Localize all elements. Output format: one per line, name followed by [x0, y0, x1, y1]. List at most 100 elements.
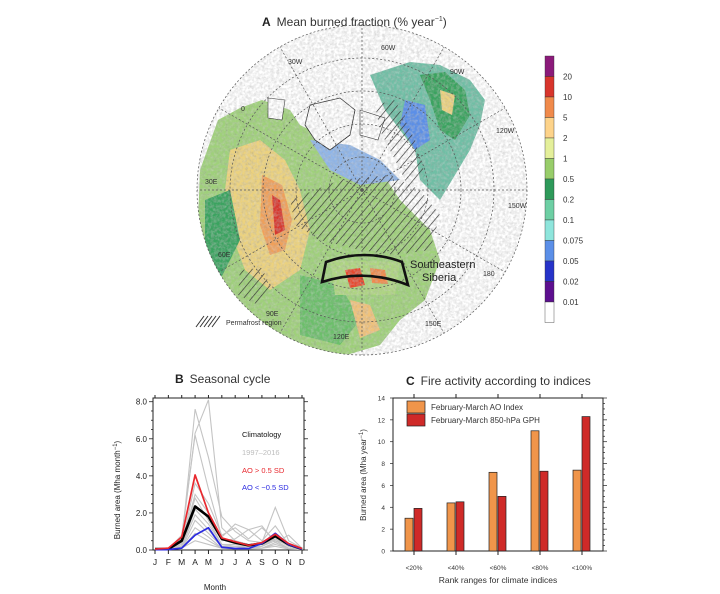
y-tick-label: 8	[381, 461, 385, 468]
lon-label-60e: 60E	[218, 252, 231, 259]
colorbar-swatch	[544, 199, 555, 221]
permafrost-legend-swatch	[195, 315, 221, 328]
y-tick-label: 2	[381, 527, 385, 534]
colorbar-label: 0.01	[563, 298, 579, 307]
bar-gph	[539, 470, 549, 552]
permafrost-hatch-tibet	[238, 268, 272, 305]
chart-c-ylabel-text: Burned area (Mha year	[359, 438, 368, 521]
colorbar-label: 10	[563, 93, 572, 102]
chart-c-legend: February-March AO Index February-March 85…	[406, 400, 540, 427]
y-tick-label: 2.0	[136, 509, 148, 518]
lon-label-120e: 120E	[333, 334, 350, 341]
colorbar-label: 1	[563, 155, 568, 164]
colorbar-swatch	[544, 301, 555, 323]
bar-gph	[497, 496, 507, 552]
x-tick-label: N	[286, 557, 292, 567]
polar-map: 60W 30W 90W 0 120W 30E 150W 60E 180 90E …	[195, 24, 584, 356]
panel-a-letter: A	[262, 15, 271, 29]
lon-label-180: 180	[483, 271, 495, 278]
x-tick-label: F	[166, 557, 171, 567]
permafrost-legend-label: Permafrost region	[226, 320, 282, 327]
panel-b-letter: B	[175, 372, 184, 386]
colorbar-swatch	[544, 281, 555, 303]
chart-b-ylabel: Burned area (Mha month−1)	[113, 440, 122, 539]
fire-activity-chart: <20% <40% <60% <80% <100% 0 2 4 6 8 10 12 14 Februar…	[359, 394, 607, 585]
chart-b-ticks: J F M A M J J A S O N D0.02.04.06.08.0	[136, 395, 308, 567]
colorbar-label: 20	[563, 73, 572, 82]
colorbar: 20 10 5 2 1 0.5 0.2 0.1 0.075 0.05 0.02 0.01	[544, 55, 584, 323]
legend-label: February-March AO Index	[431, 403, 523, 412]
colorbar-label: 2	[563, 134, 568, 143]
lon-label-120w: 120W	[496, 128, 515, 135]
colorbar-swatch	[544, 158, 555, 180]
chart-c-bars	[404, 416, 591, 552]
x-tick-label: <40%	[448, 565, 465, 572]
lon-label-150w: 150W	[508, 203, 527, 210]
chart-b-xlabel: Month	[204, 583, 226, 592]
legend-label: February-March 850-hPa GPH	[431, 416, 540, 425]
bar-gph	[413, 508, 423, 552]
y-tick-label: 6	[381, 483, 385, 490]
chart-b-ylabel-close: )	[113, 440, 122, 443]
colorbar-swatch	[544, 96, 555, 118]
panel-c-title-text: Fire activity according to indices	[420, 374, 591, 388]
x-tick-label: J	[153, 557, 157, 567]
legend-label: 1997–2016	[242, 448, 280, 457]
lon-label-30w: 30W	[288, 59, 303, 66]
colorbar-swatch	[544, 219, 555, 241]
colorbar-label: 0.1	[563, 216, 575, 225]
chart-c-ylabel-sup: −1	[359, 431, 365, 439]
colorbar-label: 0.05	[563, 257, 579, 266]
x-tick-label: D	[299, 557, 305, 567]
bar-ao-index	[446, 502, 456, 552]
bar-ao-index	[404, 517, 414, 552]
bar-gph	[581, 416, 591, 552]
lon-label-0: 0	[241, 106, 245, 113]
permafrost-hatch-canada	[375, 100, 425, 190]
permafrost-legend: Permafrost region	[195, 315, 282, 328]
legend-label: AO < −0.5 SD	[242, 483, 289, 492]
y-tick-label: 12	[378, 417, 386, 424]
colorbar-swatch	[544, 55, 555, 77]
y-tick-label: 4	[381, 505, 385, 512]
lon-label-90e: 90E	[266, 311, 279, 318]
permafrost-hatch-siberia	[290, 175, 440, 255]
y-tick-label: 4.0	[136, 472, 148, 481]
legend-swatch	[406, 413, 426, 427]
region-label-line1: Southeastern	[410, 259, 475, 271]
chart-c-ylabel: Burned area (Mha year−1)	[359, 429, 368, 521]
panel-a-title-text: Mean burned fraction (% year	[276, 15, 435, 29]
y-tick-label: 6.0	[136, 435, 148, 444]
legend-label: Climatology	[242, 430, 281, 439]
longitude-labels: 60W 30W 90W 0 120W 30E 150W 60E 180 90E …	[205, 45, 527, 341]
bar-gph	[455, 501, 465, 552]
chart-b-series-lines	[154, 474, 303, 551]
colorbar-swatch	[544, 76, 555, 98]
climatology-line	[155, 505, 303, 551]
colorbar-label: 0.075	[563, 237, 584, 246]
y-tick-label: 10	[378, 439, 386, 446]
chart-b-legend: Climatology 1997–2016 AO > 0.5 SD AO < −0.5…	[242, 430, 289, 492]
x-tick-label: <100%	[572, 565, 593, 572]
x-tick-label: A	[246, 557, 252, 567]
x-tick-label: M	[205, 557, 212, 567]
colorbar-swatch	[544, 240, 555, 262]
x-tick-label: <20%	[406, 565, 423, 572]
panel-a-title-sup: −1	[434, 16, 443, 23]
southeastern-siberia-box	[320, 253, 410, 288]
legend-swatch	[406, 400, 426, 414]
chart-c-xlabel: Rank ranges for climate indices	[439, 575, 558, 585]
panel-a-title: A Mean burned fraction (% year−1)	[262, 15, 447, 29]
lon-label-90w: 90W	[450, 69, 465, 76]
y-tick-label: 0.0	[136, 546, 148, 555]
lon-label-30e: 30E	[205, 179, 218, 186]
panel-c-letter: C	[406, 374, 415, 388]
x-tick-label: O	[272, 557, 279, 567]
colorbar-label: 0.02	[563, 278, 579, 287]
x-tick-label: J	[220, 557, 224, 567]
ao-positive-line	[154, 474, 303, 550]
panel-a-title-close: )	[442, 15, 447, 29]
legend-label: AO > 0.5 SD	[242, 466, 285, 475]
x-tick-label: J	[233, 557, 237, 567]
colorbar-label: 0.2	[563, 196, 575, 205]
